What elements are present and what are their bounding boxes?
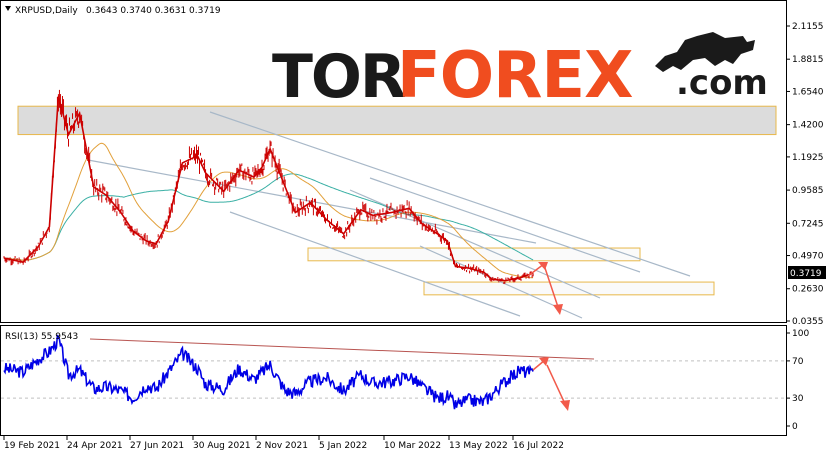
time-tick-label: 16 Jul 2022 — [513, 441, 564, 451]
price-tick-label: 0.0355 — [792, 317, 824, 327]
zone-1 — [307, 247, 641, 262]
torforex-logo: TOR FOREX .com — [272, 32, 768, 113]
rsi-arrow-down — [546, 364, 567, 407]
price-tick-label: 1.1925 — [792, 153, 824, 163]
arrow-up — [527, 263, 545, 277]
rsi-y-axis: 100 70 30 0 — [786, 329, 809, 432]
price-series-line — [3, 96, 534, 282]
header: XRPUSD,Daily 0.3643 0.3740 0.3631 0.3719 — [5, 6, 221, 16]
ma-slow-line — [3, 173, 534, 261]
arrow-down — [544, 267, 560, 311]
time-tick-label: 30 Aug 2021 — [193, 441, 251, 451]
trend-line-3 — [229, 211, 521, 317]
collapse-triangle-icon[interactable] — [5, 6, 11, 11]
current-price-label: 0.3719 — [790, 269, 822, 279]
logo-text-suffix: .com — [676, 63, 768, 103]
time-tick-label: 13 May 2022 — [449, 441, 508, 451]
price-panel-frame — [0, 0, 787, 323]
price-tick-label: 2.1155 — [792, 22, 824, 32]
time-tick-label: 2 Nov 2021 — [256, 441, 308, 451]
logo-text-accent: FOREX — [397, 39, 633, 113]
time-tick-label: 10 Mar 2022 — [384, 441, 441, 451]
price-tick-label: 1.6540 — [792, 87, 824, 97]
time-tick-label: 5 Jan 2022 — [319, 441, 367, 451]
logo-text-dark: TOR — [272, 42, 405, 112]
rsi-arrow-down-head — [560, 400, 570, 411]
rsi-levels — [1, 360, 786, 399]
time-tick-label: 19 Feb 2021 — [4, 441, 60, 451]
price-tick-label: 0.7245 — [792, 219, 824, 229]
rsi-label: RSI(13) 55.9543 — [5, 332, 78, 342]
time-axis: 19 Feb 2021 24 Apr 2021 27 Jun 2021 30 Aug … — [3, 436, 564, 451]
rsi-forecast-arrows — [532, 357, 570, 411]
support-resistance-zones — [17, 105, 777, 296]
price-tick-label: 0.9585 — [792, 186, 824, 196]
rsi-tick-label: 100 — [792, 329, 809, 339]
rsi-tick-label: 70 — [792, 357, 804, 367]
price-tick-label: 0.2630 — [792, 285, 824, 295]
time-tick-label: 27 Jun 2021 — [130, 441, 184, 451]
zone-0 — [17, 105, 777, 136]
rsi-tick-label: 30 — [792, 394, 804, 404]
rsi-tick-label: 0 — [792, 422, 798, 432]
price-tick-label: 0.4970 — [792, 252, 824, 262]
price-y-axis: 2.1155 1.8815 1.6540 1.4200 1.1925 0.9585 0.72… — [786, 22, 824, 327]
arrow-down-head — [553, 304, 563, 315]
ohlc-values: 0.3643 0.3740 0.3631 0.3719 — [86, 6, 221, 16]
rsi-trend-line — [89, 338, 595, 360]
rsi-arrow-up-head — [539, 357, 549, 366]
time-tick-label: 24 Apr 2021 — [67, 441, 123, 451]
price-tick-label: 1.8815 — [792, 55, 824, 65]
trend-line-2 — [369, 177, 641, 273]
current-price-marker: 0.3719 — [788, 266, 826, 279]
price-forecast-arrows — [527, 262, 563, 315]
zone-2 — [423, 281, 715, 296]
ma-fast-line — [3, 142, 534, 279]
symbol-label: XRPUSD,Daily — [15, 6, 78, 16]
price-tick-label: 1.4200 — [792, 121, 824, 131]
trend-line-0 — [209, 111, 691, 277]
bull-icon — [655, 32, 755, 72]
rsi-line — [3, 334, 534, 410]
